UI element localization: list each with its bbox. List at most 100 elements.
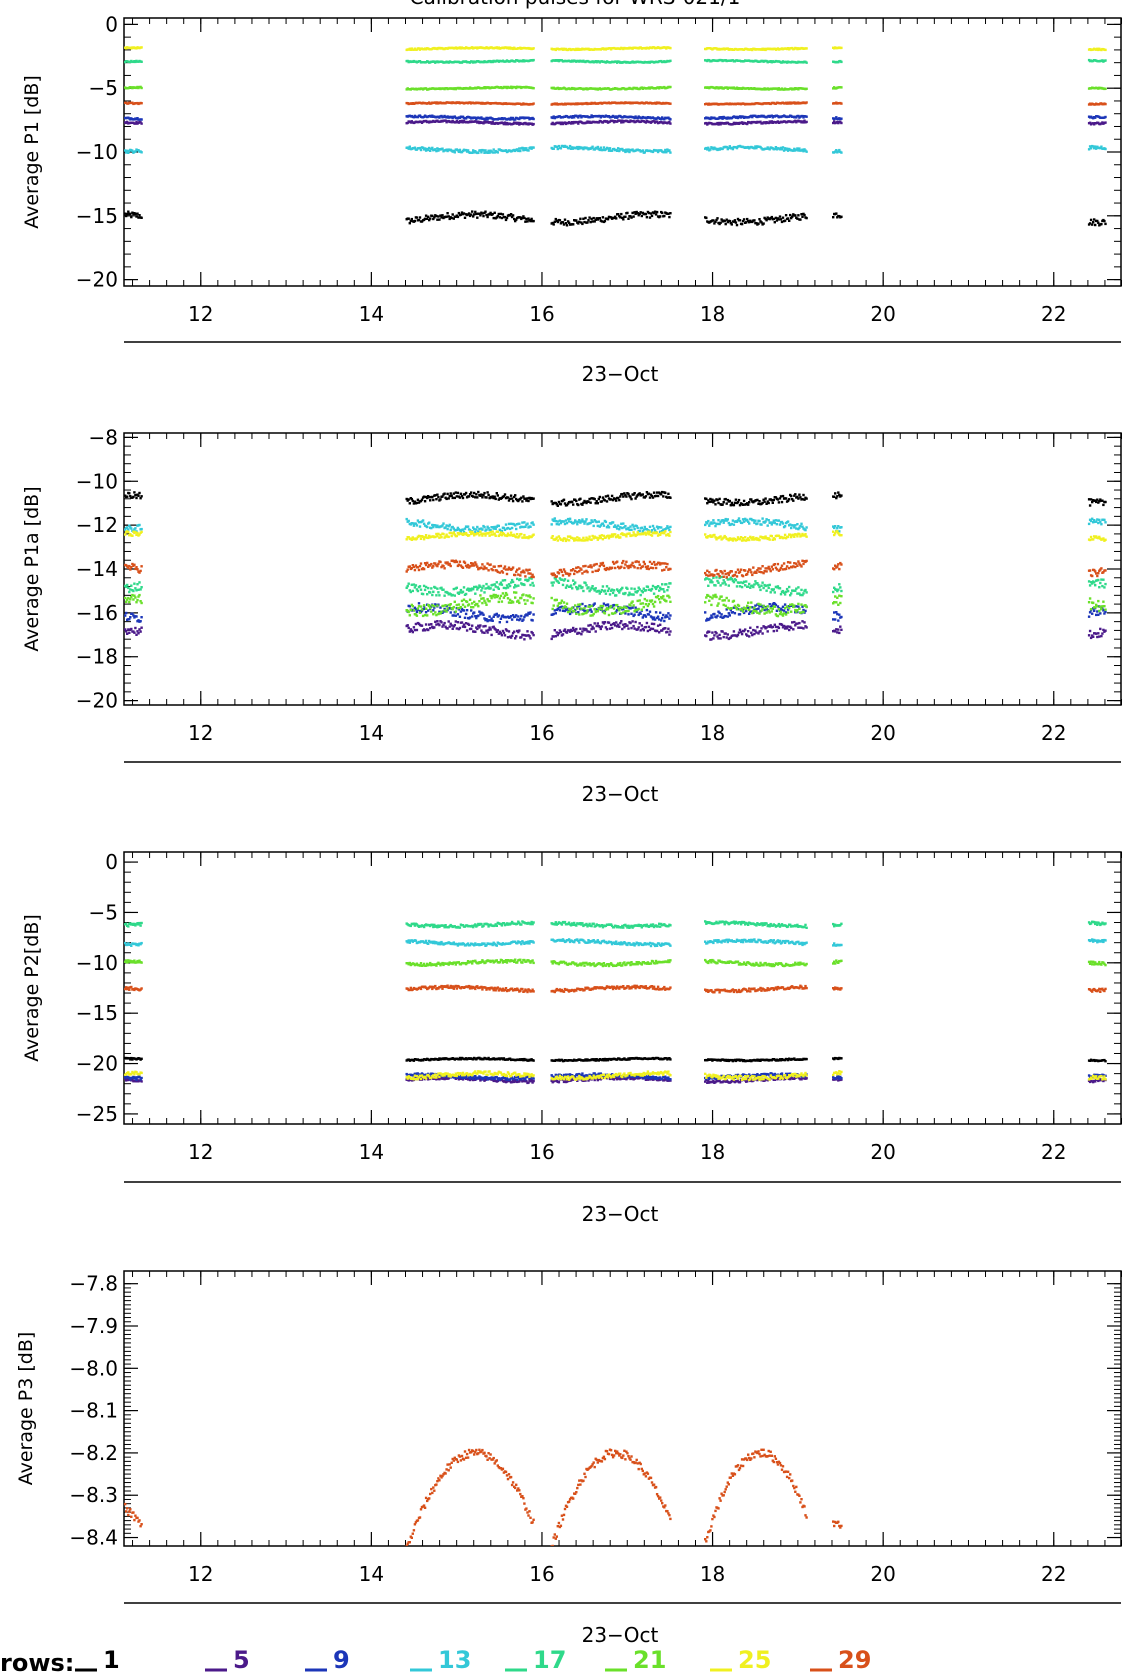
data-point [666, 630, 669, 634]
data-point [427, 215, 430, 218]
data-point [740, 521, 744, 525]
data-point [448, 217, 451, 221]
data-point [532, 633, 535, 637]
data-point [717, 610, 720, 613]
data-point [666, 496, 669, 499]
data-point [740, 632, 744, 636]
data-point [799, 496, 802, 499]
data-point [521, 146, 524, 150]
data-point [622, 623, 625, 626]
data-point [555, 631, 558, 634]
data-point [451, 627, 454, 630]
data-point [453, 623, 456, 627]
data-point [458, 615, 462, 618]
data-point [430, 623, 433, 626]
data-point [748, 501, 751, 504]
data-point [769, 521, 772, 524]
data-point [655, 629, 659, 633]
data-point [602, 622, 606, 625]
data-point [705, 634, 708, 638]
data-point [780, 608, 784, 612]
data-point [719, 520, 722, 524]
data-point [1091, 500, 1094, 504]
data-point [731, 147, 735, 151]
data-point [1104, 121, 1107, 124]
data-point [805, 87, 808, 90]
data-point [525, 217, 528, 221]
data-point [520, 525, 523, 528]
data-point [515, 218, 518, 221]
data-point [506, 496, 510, 499]
data-point [706, 148, 709, 151]
data-point [560, 121, 564, 124]
y-axis-label: Average P1a [dB] [21, 486, 43, 651]
data-point [438, 218, 441, 221]
data-point [583, 609, 586, 613]
data-point [481, 212, 484, 215]
data-point [586, 221, 589, 224]
data-point [720, 116, 723, 119]
data-point [432, 525, 435, 529]
data-point [1100, 634, 1103, 638]
data-point [487, 493, 490, 497]
data-point [514, 494, 517, 497]
data-point [432, 498, 435, 502]
data-point [579, 497, 582, 500]
data-point [492, 625, 495, 628]
data-point [1104, 59, 1107, 62]
data-point [767, 519, 770, 522]
series-row-25 [124, 46, 1107, 52]
data-point [709, 497, 712, 501]
x-tick-label: 16 [529, 302, 554, 326]
data-point [532, 219, 535, 223]
data-point [453, 151, 456, 154]
data-point [595, 520, 598, 524]
data-point [781, 146, 785, 149]
data-point [449, 492, 452, 495]
data-point [731, 634, 735, 637]
data-point [838, 631, 841, 635]
data-point [416, 115, 420, 119]
data-point [423, 500, 427, 503]
data-point [524, 220, 527, 223]
data-point [578, 220, 581, 223]
data-point [458, 626, 462, 630]
data-point [704, 611, 707, 614]
data-point [139, 630, 142, 633]
data-point [762, 498, 765, 501]
data-point [719, 615, 722, 619]
data-point [584, 520, 587, 523]
data-point [532, 117, 535, 121]
data-point [712, 147, 715, 151]
data-point [575, 520, 578, 523]
data-point [728, 614, 731, 617]
data-point [136, 117, 139, 120]
data-point [709, 148, 712, 151]
data-point [557, 632, 561, 635]
data-point [627, 613, 630, 616]
data-point [437, 215, 440, 218]
data-point [140, 626, 143, 629]
data-point [1094, 145, 1097, 148]
y-tick-label: −15 [76, 204, 118, 228]
data-point [608, 147, 612, 150]
data-point [726, 518, 729, 521]
data-point [734, 221, 738, 224]
data-point [760, 604, 763, 608]
data-point [1102, 628, 1105, 632]
data-point [628, 120, 631, 124]
series-row-1 [124, 210, 1107, 227]
data-point [475, 626, 478, 629]
data-point [556, 633, 559, 637]
data-point [736, 633, 740, 637]
data-point [519, 149, 522, 153]
y-tick-label: 0 [105, 12, 118, 36]
data-point [523, 216, 526, 220]
data-point [456, 215, 460, 219]
data-point [774, 625, 778, 629]
data-point [467, 623, 471, 626]
data-point [509, 615, 513, 618]
data-point [490, 633, 493, 637]
data-point [477, 614, 480, 617]
